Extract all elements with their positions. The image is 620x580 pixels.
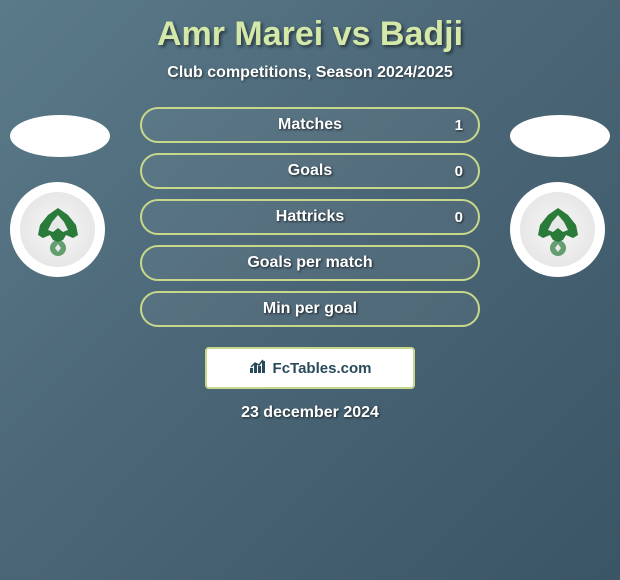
stat-row-goals: Goals 0 bbox=[140, 153, 480, 189]
stat-right-value: 0 bbox=[455, 163, 463, 180]
player-left-photo bbox=[10, 115, 110, 157]
player-right-photo bbox=[510, 115, 610, 157]
club-badge-right bbox=[510, 182, 605, 277]
stat-label: Goals bbox=[288, 162, 332, 180]
chart-icon bbox=[249, 358, 267, 379]
stat-label: Goals per match bbox=[247, 254, 372, 272]
stat-row-goals-per-match: Goals per match bbox=[140, 245, 480, 281]
club-badge-left bbox=[10, 182, 105, 277]
stat-row-hattricks: Hattricks 0 bbox=[140, 199, 480, 235]
page-title: Amr Marei vs Badji bbox=[157, 15, 463, 54]
player-left-column bbox=[10, 115, 110, 277]
brand-label: FcTables.com bbox=[273, 360, 372, 377]
stat-right-value: 1 bbox=[455, 117, 463, 134]
stat-right-value: 0 bbox=[455, 209, 463, 226]
player-right-column bbox=[510, 115, 610, 277]
stat-row-min-per-goal: Min per goal bbox=[140, 291, 480, 327]
eagle-crest-icon bbox=[528, 200, 588, 260]
page-subtitle: Club competitions, Season 2024/2025 bbox=[167, 64, 452, 82]
stat-label: Hattricks bbox=[276, 208, 344, 226]
stat-row-matches: Matches 1 bbox=[140, 107, 480, 143]
date-label: 23 december 2024 bbox=[241, 404, 379, 422]
stat-label: Matches bbox=[278, 116, 342, 134]
eagle-crest-icon bbox=[28, 200, 88, 260]
stat-label: Min per goal bbox=[263, 300, 357, 318]
brand-box[interactable]: FcTables.com bbox=[205, 347, 415, 389]
